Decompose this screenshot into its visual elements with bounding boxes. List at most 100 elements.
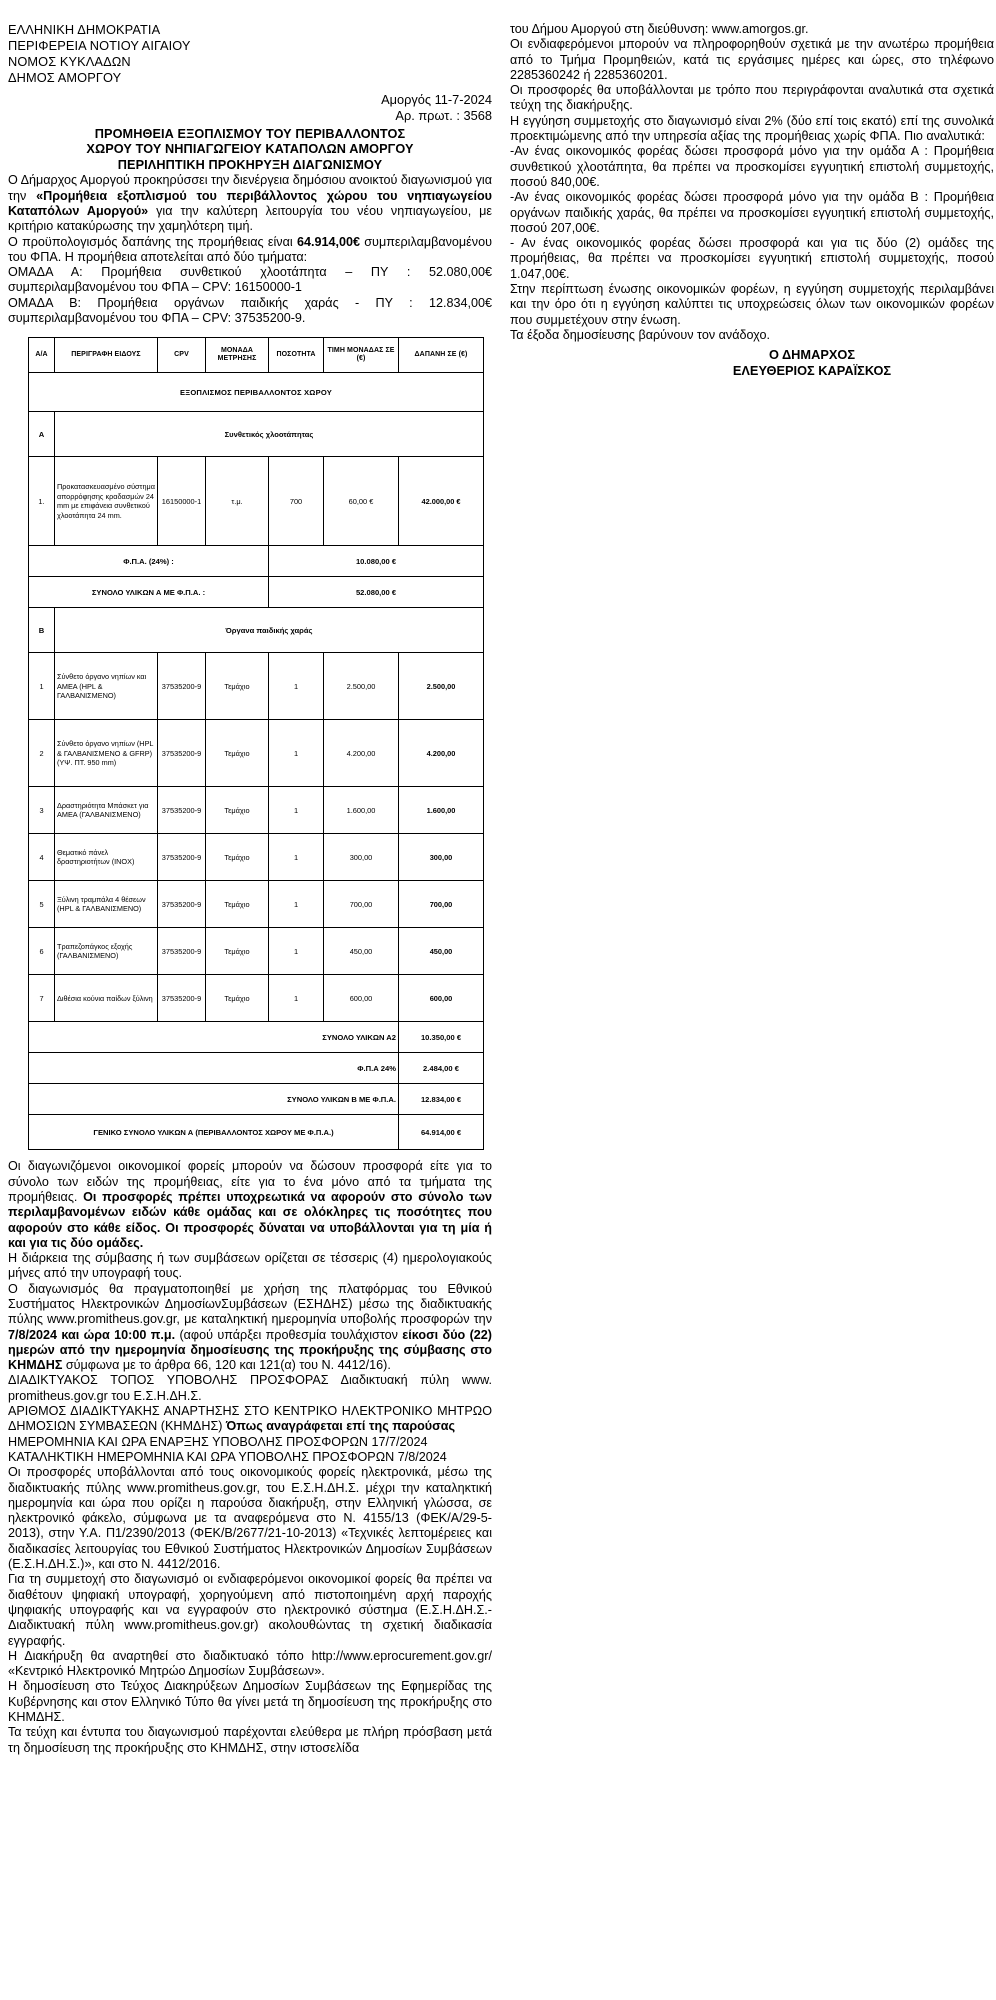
cell-total: 4.200,00 (398, 719, 484, 788)
cell-description: Ξύλινη τραμπάλα 4 θέσεων (HPL & ΓΑΛΒΑΝΙΣ… (54, 880, 158, 929)
budget-paragraph: Ο προϋπολογισμός δαπάνης της προμήθειας … (8, 235, 492, 266)
offers-scope-text: Οι διαγωνιζόμενοι οικονομικοί φορείς μπο… (8, 1159, 492, 1204)
submission-end-date: ΚΑΤΑΛΗΚΤΙΚΗ ΗΜΕΡΟΜΗΝΙΑ ΚΑΙ ΩΡΑ ΥΠΟΒΟΛΗΣ … (8, 1449, 447, 1464)
group-a-title: Συνθετικός χλοοτάπητας (54, 411, 484, 458)
table-row: 2 Σύνθετο όργανο νηπίων (HPL & ΓΑΛΒΑΝΙΣΜ… (28, 719, 484, 788)
table-total-row: ΣΥΝΟΛΟ ΥΛΙΚΩΝ Β ΜΕ Φ.Π.Α. 12.834,00 € (28, 1083, 484, 1116)
intro-paragraph: Ο Δήμαρχος Αμοργού προκηρύσσει την διενέ… (8, 173, 492, 234)
table-total-row: ΣΥΝΟΛΟ ΥΛΙΚΩΝ Α ΜΕ Φ.Π.Α. : 52.080,00 € (28, 576, 484, 609)
total-value: 2.484,00 € (398, 1052, 484, 1085)
cell-unit-price: 1.600,00 (323, 786, 399, 835)
issuing-authority-block: ΕΛΛΗΝΙΚΗ ΔΗΜΟΚΡΑΤΙΑ ΠΕΡΙΦΕΡΕΙΑ ΝΟΤΙΟΥ ΑΙ… (8, 22, 492, 86)
table-band-main: ΕΞΟΠΛΙΣΜΟΣ ΠΕΡΙΒΑΛΛΟΝΤΟΣ ΧΩΡΟΥ (28, 372, 484, 413)
grand-total-label: ΓΕΝΙΚΟ ΣΥΝΟΛΟ ΥΛΙΚΩΝ Α (ΠΕΡΙΒΑΛΛΟΝΤΟΣ ΧΩ… (28, 1114, 399, 1151)
cell-description: Θεματικό πάνελ δραστηριοτήτων (INOX) (54, 833, 158, 882)
table-row: 5 Ξύλινη τραμπάλα 4 θέσεων (HPL & ΓΑΛΒΑΝ… (28, 880, 484, 929)
cell-unit: Τεμάχιο (205, 786, 269, 835)
table-total-row: ΣΥΝΟΛΟ ΥΛΙΚΩΝ Α2 10.350,00 € (28, 1021, 484, 1054)
table-row: 6 Τραπεζοπάγκος εξοχής (ΓΑΛΒΑΝΙΣΜΕΝΟ) 37… (28, 927, 484, 976)
cell-aa: 6 (28, 927, 55, 976)
cell-quantity: 1 (268, 833, 324, 882)
cell-cpv: 37535200-9 (157, 974, 206, 1023)
cell-unit-price: 600,00 (323, 974, 399, 1023)
cell-aa: 3 (28, 786, 55, 835)
cell-quantity: 1 (268, 719, 324, 788)
cell-unit-price: 60,00 € (323, 456, 399, 547)
cell-unit-price: 700,00 (323, 880, 399, 929)
cell-total: 700,00 (398, 880, 484, 929)
total-label: ΣΥΝΟΛΟ ΥΛΙΚΩΝ Α2 (28, 1021, 399, 1054)
publication-paragraph-3: Τα τεύχη και έντυπα του διαγωνισμού παρέ… (8, 1725, 492, 1755)
cell-description: Προκατασκευασμένο σύστημα απορρόφησης κρ… (54, 456, 158, 547)
cell-cpv: 37535200-9 (157, 652, 206, 721)
table-band-group-a: Α Συνθετικός χλοοτάπητας (28, 411, 484, 458)
offers-scope-paragraph: Οι διαγωνιζόμενοι οικονομικοί φορείς μπο… (8, 1159, 492, 1251)
cell-description: Σύνθετο όργανο νηπίων και ΑΜΕΑ (HPL & ΓΑ… (54, 652, 158, 721)
cell-cpv: 37535200-9 (157, 833, 206, 882)
title-line-1: ΠΡΟΜΗΘΕΙΑ ΕΞΟΠΛΙΣΜΟΥ ΤΟΥ ΠΕΡΙΒΑΛΛΟΝΤΟΣ (94, 126, 406, 141)
budget-amount: 64.914,00€ (296, 234, 360, 249)
table-total-row: Φ.Π.Α 24% 2.484,00 € (28, 1052, 484, 1085)
electronic-submission-paragraph: Οι προσφορές υποβάλλονται από τους οικον… (8, 1465, 492, 1572)
cell-unit-price: 450,00 (323, 927, 399, 976)
contact-info-paragraph: Οι ενδιαφερόμενοι μπορούν να πληροφορηθο… (510, 37, 994, 82)
cell-unit: Τεμάχιο (205, 719, 269, 788)
cell-quantity: 700 (268, 456, 324, 547)
cell-unit: Τεμάχιο (205, 880, 269, 929)
cell-total: 42.000,00 € (398, 456, 484, 547)
offers-scope-emphasis: Οι προσφορές πρέπει υποχρεωτικά να αφορο… (8, 1189, 493, 1250)
cell-aa: 7 (28, 974, 55, 1023)
guarantee-group-b-paragraph: -Αν ένας οικονομικός φορέας δώσει προσφο… (510, 190, 994, 235)
cell-quantity: 1 (268, 652, 324, 721)
signature-block: Ο ΔΗΜΑΡΧΟΣ ΕΛΕΥΘΕΡΙΟΣ ΚΑΡΑΪΣΚΟΣ (510, 347, 994, 379)
guarantee-group-a-paragraph: -Αν ένας οικονομικός φορέας δώσει προσφο… (510, 144, 994, 189)
cell-quantity: 1 (268, 927, 324, 976)
group-b-summary: ΟΜΑΔΑ Β: Προμήθεια οργάνων παιδικής χαρά… (8, 295, 492, 326)
cell-description: Τραπεζοπάγκος εξοχής (ΓΑΛΒΑΝΙΣΜΕΝΟ) (54, 927, 158, 976)
minimum-period-note: είκοσι δύο (22) ημερών από την ημερομηνί… (8, 1327, 492, 1373)
cell-unit: Τεμάχιο (205, 652, 269, 721)
cell-aa: 4 (28, 833, 55, 882)
procurement-table: Α/Α ΠΕΡΙΓΡΑΦΗ ΕΙΔΟΥΣ CPV ΜΟΝΑΔΑ ΜΕΤΡΗΣΗΣ… (28, 337, 484, 1151)
table-row: 4 Θεματικό πάνελ δραστηριοτήτων (INOX) 3… (28, 833, 484, 882)
cell-description: Διθέσια κούνια παίδων ξύλινη (54, 974, 158, 1023)
cell-total: 450,00 (398, 927, 484, 976)
submission-place-paragraph: ΔΙΑΔΙΚΤΥΑΚΟΣ ΤΟΠΟΣ ΥΠΟΒΟΛΗΣ ΠΡΟΣΦΟΡΑΣ Δι… (8, 1373, 492, 1403)
procurement-subject: «Προμήθεια εξοπλισμού του περιβάλλοντος … (8, 188, 492, 218)
cell-unit: Τεμάχιο (205, 974, 269, 1023)
budget-label: Ο προϋπολογισμός δαπάνης της προμήθειας … (8, 234, 297, 249)
table-row: 1 Σύνθετο όργανο νηπίων και ΑΜΕΑ (HPL & … (28, 652, 484, 721)
cell-total: 1.600,00 (398, 786, 484, 835)
signatory-name: ΕΛΕΥΘΕΡΙΟΣ ΚΑΡΑΪΣΚΟΣ (732, 363, 892, 379)
cell-aa: 5 (28, 880, 55, 929)
cell-quantity: 1 (268, 974, 324, 1023)
cell-description: Δραστηριότητα Μπάσκετ για ΑΜΕΑ (ΓΑΛΒΑΝΙΣ… (54, 786, 158, 835)
table-header-row: Α/Α ΠΕΡΙΓΡΑΦΗ ΕΙΔΟΥΣ CPV ΜΟΝΑΔΑ ΜΕΤΡΗΣΗΣ… (28, 337, 484, 374)
intro-text-part-2: για την καλύτερη λειτουργία του νέου νηπ… (8, 203, 493, 234)
offers-submission-paragraph: Οι προσφορές θα υποβάλλονται με τρόπο πο… (510, 83, 994, 113)
esidis-text-3: σύμφωνα με το άρθρα 66, 120 και 121(α) τ… (62, 1358, 391, 1373)
cell-cpv: 37535200-9 (157, 786, 206, 835)
table-total-row: Φ.Π.Α. (24%) : 10.080,00 € (28, 545, 484, 578)
th-unit-price: ΤΙΜΗ ΜΟΝΑΔΑΣ ΣΕ (€) (323, 337, 399, 374)
cell-unit-price: 2.500,00 (323, 652, 399, 721)
authority-line-4: ΔΗΜΟΣ ΑΜΟΡΓΟΥ (8, 69, 122, 85)
deadline-datetime: 7/8/2024 και ώρα 10:00 π.μ. (8, 1327, 176, 1342)
total-label: ΣΥΝΟΛΟ ΥΛΙΚΩΝ Β ΜΕ Φ.Π.Α. (28, 1083, 399, 1116)
group-a-letter: Α (28, 411, 55, 458)
grand-total-value: 64.914,00 € (398, 1114, 484, 1151)
cell-cpv: 16150000-1 (157, 456, 206, 547)
cell-quantity: 1 (268, 880, 324, 929)
digital-signature-paragraph: Για τη συμμετοχή στο διαγωνισμό οι ενδια… (8, 1572, 492, 1648)
esidis-text-2: (αφού υπάρξει προθεσμία τουλάχιστον (175, 1327, 403, 1342)
esidis-paragraph: Ο διαγωνισμός θα πραγματοποιηθεί με χρήσ… (8, 1282, 492, 1374)
title-line-2: ΧΩΡΟΥ ΤΟΥ ΝΗΠΙΑΓΩΓΕΙΟΥ ΚΑΤΑΠΟΛΩΝ ΑΜΟΡΓΟΥ (86, 142, 414, 157)
th-cost: ΔΑΠΑΝΗ ΣΕ (€) (398, 337, 484, 374)
total-label: ΣΥΝΟΛΟ ΥΛΙΚΩΝ Α ΜΕ Φ.Π.Α. : (28, 576, 269, 609)
title-line-3: ΠΕΡΙΛΗΠΤΙΚΗ ΠΡΟΚΗΡΥΞΗ ΔΙΑΓΩΝΙΣΜΟΥ (117, 157, 383, 172)
group-a-summary: ΟΜΑΔΑ Α: Προμήθεια συνθετικού χλοοτάπητα… (8, 265, 492, 295)
publication-costs-paragraph: Τα έξοδα δημοσίευσης βαρύνουν τον ανάδοχ… (510, 327, 770, 342)
procurement-table-wrapper: Α/Α ΠΕΡΙΓΡΑΦΗ ΕΙΔΟΥΣ CPV ΜΟΝΑΔΑ ΜΕΤΡΗΣΗΣ… (28, 337, 484, 1151)
total-value: 10.350,00 € (398, 1021, 484, 1054)
